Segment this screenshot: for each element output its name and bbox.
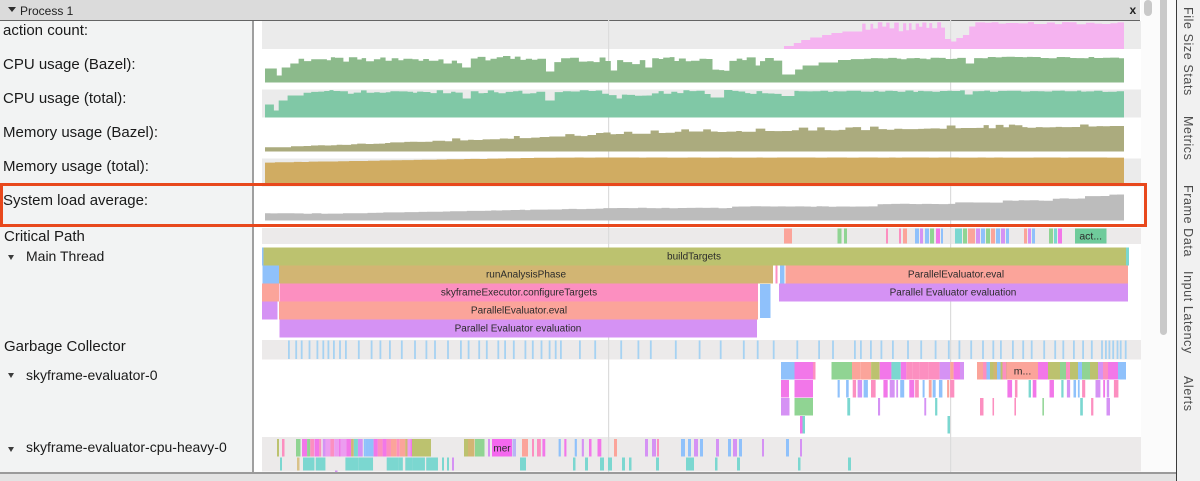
svg-text:m...: m... <box>1014 366 1032 378</box>
svg-text:runAnalysisPhase: runAnalysisPhase <box>486 270 566 281</box>
svg-text:Parallel Evaluator evaluation: Parallel Evaluator evaluation <box>890 288 1017 299</box>
svg-text:ParallelEvaluator.eval: ParallelEvaluator.eval <box>908 270 1004 281</box>
svg-text:Parallel Evaluator evaluation: Parallel Evaluator evaluation <box>455 324 582 335</box>
svg-text:buildTargets: buildTargets <box>667 252 721 263</box>
svg-text:ParallelEvaluator.eval: ParallelEvaluator.eval <box>471 306 567 317</box>
svg-text:act...: act... <box>1079 231 1102 243</box>
svg-text:skyframeExecutor.configureTarg: skyframeExecutor.configureTargets <box>441 288 597 299</box>
svg-text:mer: mer <box>493 444 511 455</box>
